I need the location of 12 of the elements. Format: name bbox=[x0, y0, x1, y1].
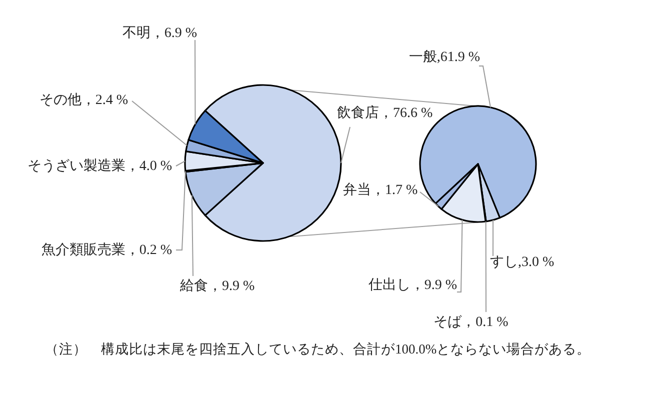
slice-label: すし,3.0 % bbox=[490, 254, 554, 272]
text: （注） 構成比は末尾を四捨五入しているため、合計が100.0%とならない場合がある。 bbox=[45, 342, 591, 356]
slice-label: 一般,61.9 % bbox=[408, 48, 480, 66]
slice-label: 不明，6.9 % bbox=[122, 24, 197, 42]
slice-label: そば，0.1 % bbox=[434, 314, 508, 332]
slice-label: そうざい製造業，4.0 % bbox=[27, 158, 172, 176]
slice-label: 魚介類販売業，0.2 % bbox=[41, 242, 172, 260]
slice-label: その他，2.4 % bbox=[39, 92, 128, 110]
slice-label: 弁当，1.7 % bbox=[343, 182, 418, 200]
slice-label: 給食，9.9 % bbox=[180, 278, 255, 296]
slice-label: 飲食店，76.6 % bbox=[337, 104, 433, 123]
slice-label: 仕出し，9.9 % bbox=[368, 276, 457, 294]
